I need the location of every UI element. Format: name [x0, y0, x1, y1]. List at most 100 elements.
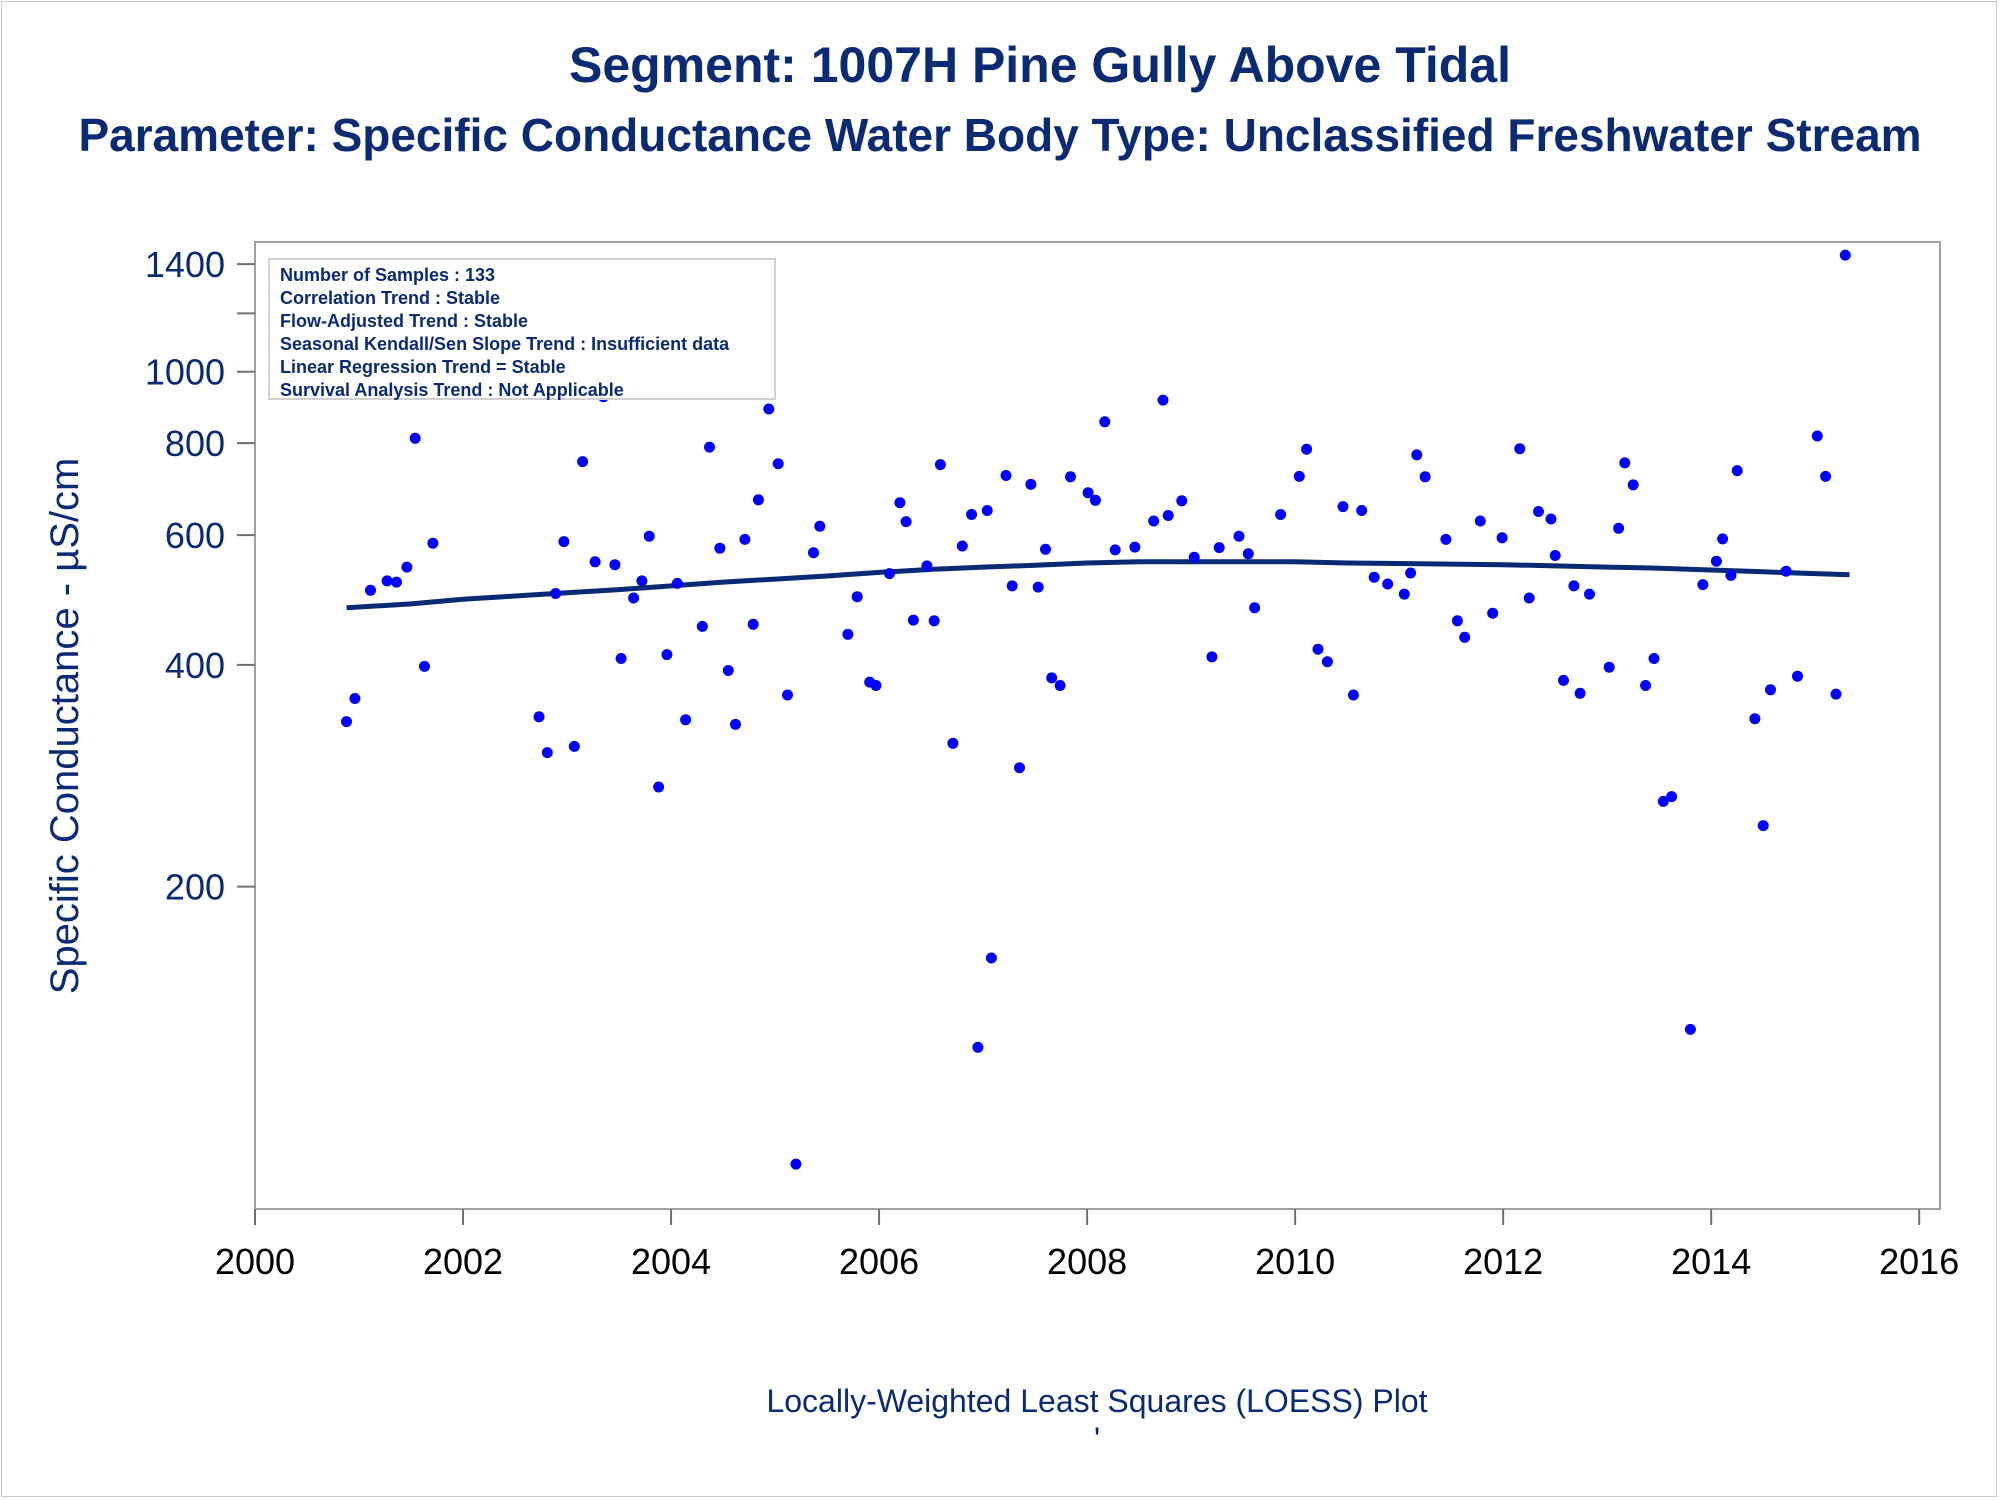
data-point: [934, 459, 946, 471]
data-point: [1356, 505, 1368, 516]
data-point: [894, 497, 906, 509]
y-tick-label: 1400: [145, 244, 225, 285]
data-point: [1162, 510, 1174, 521]
y-tick-label: 400: [165, 645, 225, 686]
x-tick-label: 2014: [1671, 1241, 1751, 1282]
data-point: [1109, 544, 1121, 556]
data-point: [680, 714, 692, 726]
data-point: [615, 653, 627, 664]
data-point: [653, 781, 665, 793]
data-point: [1545, 513, 1557, 525]
data-point: [1006, 580, 1018, 592]
data-point: [1474, 515, 1486, 527]
data-point: [533, 711, 545, 723]
data-point: [636, 575, 648, 587]
stats-linear-regression: Linear Regression Trend = Stable: [280, 357, 566, 377]
data-point: [1496, 532, 1508, 544]
data-point: [1514, 443, 1526, 455]
data-point: [661, 649, 673, 661]
data-point: [1054, 680, 1066, 691]
data-point: [1523, 592, 1535, 604]
data-point: [947, 737, 959, 749]
data-point: [1749, 713, 1761, 725]
data-point: [1568, 580, 1580, 592]
data-point: [1347, 689, 1359, 701]
data-point: [1337, 501, 1349, 513]
data-point: [814, 520, 826, 532]
data-point: [1321, 656, 1333, 668]
data-point: [568, 740, 580, 752]
data-point: [609, 559, 621, 571]
data-point: [1657, 795, 1669, 807]
data-point: [1089, 494, 1101, 506]
x-tick-label: 2000: [215, 1241, 295, 1282]
data-point: [1065, 471, 1076, 483]
data-point: [704, 441, 715, 453]
data-point: [1533, 506, 1544, 517]
data-point: [1293, 470, 1305, 482]
data-point: [1725, 569, 1737, 581]
stats-correlation: Correlation Trend : Stable: [280, 288, 501, 308]
plot-area: [254, 241, 1941, 1210]
data-point: [1099, 416, 1111, 428]
data-point: [1765, 684, 1776, 696]
data-point: [1382, 578, 1394, 590]
data-point: [1710, 555, 1722, 567]
data-point: [1301, 443, 1313, 455]
data-point: [851, 591, 863, 603]
data-points: [341, 249, 1851, 1170]
data-point: [1731, 465, 1743, 477]
data-point: [550, 588, 562, 599]
data-point: [1584, 588, 1595, 600]
data-point: [884, 568, 895, 580]
data-point: [391, 576, 402, 588]
chart-subtitle: Parameter: Specific Conductance Water Bo…: [78, 109, 1922, 161]
data-point: [628, 592, 640, 604]
data-point: [747, 618, 759, 630]
data-point: [782, 689, 793, 701]
y-tick-label: 1000: [145, 352, 225, 393]
data-point: [1129, 541, 1141, 553]
data-point: [772, 458, 784, 470]
data-point: [1558, 674, 1569, 686]
loess-line-group: [346, 559, 1850, 611]
data-point: [1242, 548, 1254, 560]
y-axis: 200 400 600 800 1000 1400: [145, 244, 255, 908]
data-point: [1233, 530, 1245, 542]
x-tick-label: 2002: [423, 1241, 503, 1282]
data-point: [1717, 533, 1729, 545]
data-point: [1148, 515, 1160, 527]
data-point: [1014, 762, 1025, 774]
y-tick-label: 800: [165, 423, 225, 464]
y-axis-title: Specific Conductance - µS/cm: [43, 458, 87, 995]
data-point: [1206, 651, 1218, 663]
data-point: [577, 456, 589, 468]
data-point: [1666, 791, 1678, 803]
x-tick-label: 2016: [1879, 1241, 1959, 1282]
data-point: [1811, 430, 1823, 442]
data-point: [739, 533, 751, 545]
data-point: [1411, 449, 1423, 461]
data-point: [1648, 653, 1660, 664]
data-point: [696, 620, 708, 632]
data-point: [1613, 522, 1625, 534]
data-point: [1249, 602, 1261, 614]
stats-seasonal-kendall: Seasonal Kendall/Sen Slope Trend : Insuf…: [280, 334, 730, 354]
data-point: [1213, 542, 1225, 554]
data-point: [341, 716, 352, 728]
data-point: [365, 584, 376, 596]
data-point: [1839, 249, 1851, 261]
x-tick-label: 2006: [839, 1241, 919, 1282]
data-point: [1459, 631, 1471, 643]
data-point: [1574, 687, 1586, 699]
data-point: [1398, 588, 1410, 600]
x-tick-label: 2004: [631, 1241, 711, 1282]
data-point: [1830, 688, 1842, 700]
stats-flow-adjusted: Flow-Adjusted Trend : Stable: [280, 311, 529, 331]
data-point: [981, 505, 993, 516]
y-tick-label: 600: [165, 515, 225, 556]
data-point: [1603, 661, 1615, 673]
data-point: [1757, 820, 1769, 832]
data-point: [427, 537, 439, 549]
